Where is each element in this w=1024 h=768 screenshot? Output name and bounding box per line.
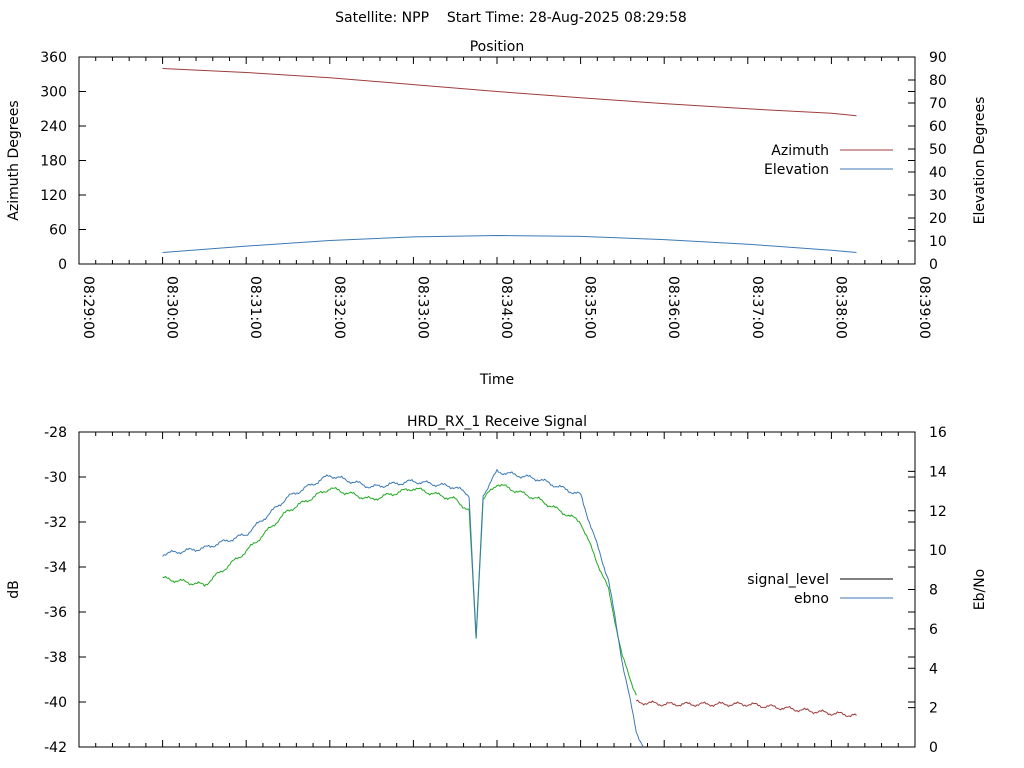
x-tick-label: 08:31:00 (247, 276, 263, 339)
x-tick-label: 08:37:00 (749, 276, 765, 339)
legend-label: Elevation (764, 162, 829, 178)
position-chart: Position 0 60 120 180 240 300 360 0 10 20 30 40 50 60 7… (6, 39, 988, 388)
y-tick-label: 180 (40, 154, 67, 170)
page-title: Satellite: NPP Start Time: 28-Aug-2025 0… (335, 10, 687, 26)
y2-tick-label: 2 (929, 701, 938, 717)
legend-label: ebno (794, 591, 829, 607)
y2-tick-label: 14 (929, 464, 947, 480)
plot-frame (78, 56, 916, 265)
y2-tick-label: 20 (929, 211, 947, 227)
y-tick-label: -30 (44, 470, 67, 486)
y2-tick-label: 0 (929, 740, 938, 756)
y-tick-label: -42 (44, 740, 67, 756)
y-tick-label: -32 (44, 515, 67, 531)
y2-tick-label: 80 (929, 73, 947, 89)
x-tick-label: 08:30:00 (164, 276, 180, 339)
y2-tick-label: 12 (929, 504, 947, 520)
y2-tick-label: 16 (929, 425, 947, 441)
y2-tick-label: 90 (929, 50, 947, 66)
y2-tick-label: 8 (929, 583, 938, 599)
series-line-0 (162, 68, 857, 117)
x-tick-label: 08:35:00 (582, 276, 598, 339)
y2-tick-label: 6 (929, 622, 938, 638)
chart-title: HRD_RX_1 Receive Signal (407, 414, 587, 430)
x-tick-label: 08:36:00 (665, 276, 681, 339)
y2-tick-label: 4 (929, 661, 938, 677)
y2-tick-label: 10 (929, 543, 947, 559)
y-tick-label: 240 (40, 119, 67, 135)
legend-label: Azimuth (771, 143, 829, 159)
x-tick-label: 08:38:00 (832, 276, 848, 339)
x-tick-label: 08:33:00 (414, 276, 430, 339)
y-axis-label: dB (6, 580, 22, 599)
y2-tick-label: 50 (929, 142, 947, 158)
chart-title: Position (470, 39, 525, 55)
y-axis-label: Azimuth Degrees (6, 100, 22, 220)
y-tick-label: 0 (58, 257, 67, 273)
y-tick-label: -28 (44, 425, 67, 441)
x-tick-label: 08:34:00 (498, 276, 514, 339)
plot-frame (78, 431, 916, 748)
y-tick-label: 360 (40, 50, 67, 66)
x-axis-label: Time (479, 372, 514, 388)
y-tick-label: 120 (40, 188, 67, 204)
y2-tick-label: 30 (929, 188, 947, 204)
y-tick-label: -40 (44, 695, 67, 711)
series-line-0 (162, 483, 637, 696)
y-tick-label: -34 (44, 560, 67, 576)
x-tick-label: 08:32:00 (331, 276, 347, 339)
x-tick-label: 08:29:00 (80, 276, 96, 339)
y2-tick-label: 40 (929, 165, 947, 181)
y2-axis-label: Eb/No (972, 569, 988, 611)
y-tick-label: -36 (44, 605, 67, 621)
y2-tick-label: 60 (929, 119, 947, 135)
series-line-1 (162, 234, 857, 253)
y2-tick-label: 0 (929, 257, 938, 273)
receive-signal-chart: HRD_RX_1 Receive Signal -42 -40 -38 -36 -34 -3… (6, 414, 988, 756)
y-tick-label: 300 (40, 85, 67, 101)
y-tick-label: 60 (49, 223, 67, 239)
y2-tick-label: 70 (929, 96, 947, 112)
y2-axis-label: Elevation Degrees (972, 97, 988, 225)
series-line-2 (162, 468, 644, 748)
y-tick-label: -38 (44, 650, 67, 666)
series-line-1 (636, 699, 857, 718)
x-tick-label: 08:39:00 (916, 276, 932, 339)
legend-label: signal_level (747, 572, 829, 588)
y2-tick-label: 10 (929, 234, 947, 250)
